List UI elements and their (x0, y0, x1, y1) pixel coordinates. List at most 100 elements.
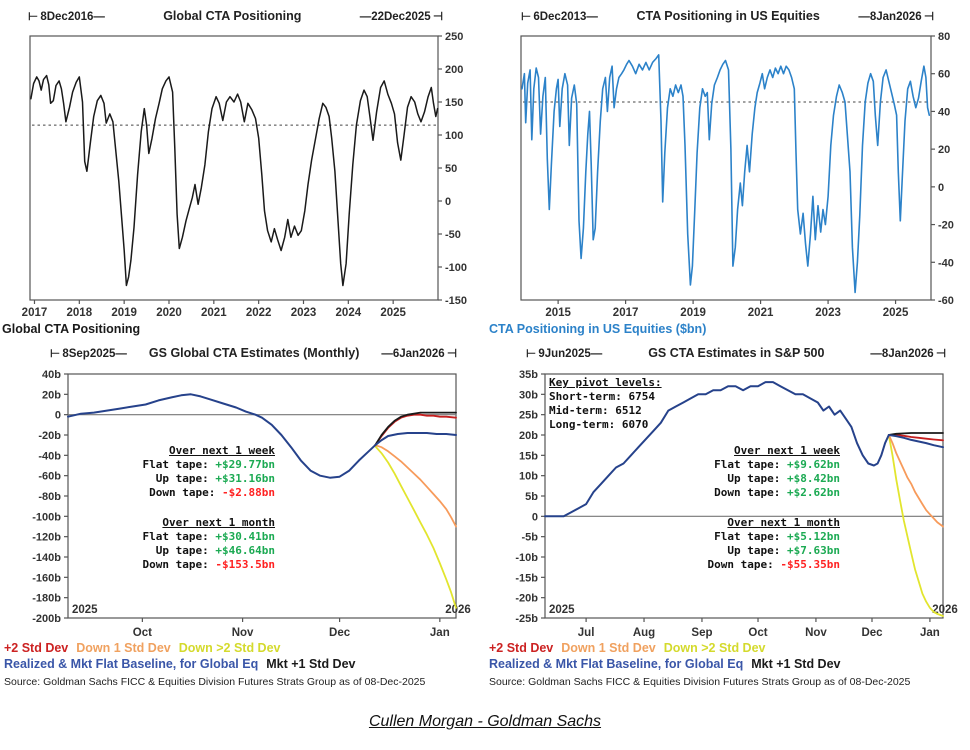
legend-item-realized-mkt-flat-baseline-for-global-eq: Realized & Mkt Flat Baseline, for Global… (489, 657, 744, 671)
info-label: Flat tape: (714, 458, 788, 471)
inner-year-right: 2026 (445, 604, 471, 616)
range-start-label: 8Dec2016 (28, 9, 105, 23)
y-tick-label: 100 (445, 130, 463, 142)
info-box-key-pivot-levels: Key pivot levels: Short-term: 6754 Mid-ter… (549, 376, 719, 432)
x-tick-label: 2015 (545, 307, 571, 319)
info-label: Down tape: (714, 486, 788, 499)
y-tick-label: -25b (515, 613, 538, 625)
info-label: Flat tape: (714, 530, 788, 543)
info-value: +$5.12bn (787, 530, 840, 543)
legend-item-down-1-std-dev: Down 1 Std Dev (76, 641, 171, 655)
info-box-over-next-1-month: Over next 1 month Flat tape: +$5.12bn Up t… (625, 516, 840, 572)
x-tick-label: 2019 (111, 307, 137, 319)
y-tick-label: -80b (38, 491, 61, 503)
info-box-line: Flat tape: +$5.12bn (625, 530, 840, 544)
series-down-2-std-dev (374, 445, 457, 609)
legend-row-2: Realized & Mkt Flat Baseline, for Global… (4, 656, 482, 672)
info-box-header: Key pivot levels: (549, 376, 662, 389)
range-end-label: 8Jan2026 (870, 346, 946, 360)
legend-item-mkt-1-std-dev: Mkt +1 Std Dev (751, 657, 841, 671)
x-tick-label: Nov (232, 627, 254, 639)
x-tick-label: Aug (633, 627, 655, 639)
legend-item--2-std-dev: +2 Std Dev (4, 641, 69, 655)
info-value: -$153.5bn (215, 558, 275, 571)
panel-gs-cta-estimates-sp500: 9Jun2025 GS CTA Estimates in S&P 500 8Ja… (485, 340, 970, 710)
info-box-line: Flat tape: +$30.41bn (60, 530, 275, 544)
info-label: Flat tape: (142, 530, 216, 543)
info-box-header: Over next 1 week (734, 444, 840, 457)
x-tick-label: Nov (805, 627, 827, 639)
x-tick-label: 2025 (380, 307, 406, 319)
chart-title: CTA Positioning in US Equities (636, 9, 820, 23)
y-tick-label: 40 (938, 106, 950, 118)
info-value: +$7.63bn (787, 544, 840, 557)
panel-gs-global-cta-estimates: 8Sep2025 GS Global CTA Estimates (Monthl… (0, 340, 485, 710)
y-tick-label: 60 (938, 69, 950, 81)
series-cta-positioning-in-us-equities-bn- (521, 54, 931, 294)
x-tick-label: 2018 (67, 307, 93, 319)
y-tick-label: 0 (938, 182, 944, 194)
y-tick-label: -5b (522, 532, 539, 544)
y-tick-label: 10b (519, 471, 538, 483)
info-box-line: Short-term: 6754 (549, 390, 655, 403)
series--2-std-dev (887, 434, 944, 442)
info-value: +$9.62bn (787, 458, 840, 471)
global-cta-positioning-chart: 250 200 150 100 50 0 -50 -100 -150 2017 2018 2019 20… (22, 31, 467, 319)
series-down-1-std-dev (374, 444, 457, 528)
x-tick-label: 2023 (815, 307, 841, 319)
info-value: -$55.35bn (780, 558, 840, 571)
y-tick-label: 80 (938, 31, 950, 43)
range-end-label: 8Jan2026 (858, 9, 934, 23)
info-label: Down tape: (707, 558, 781, 571)
credit-line: Cullen Morgan - Goldman Sachs (0, 713, 970, 731)
chart-header: 8Sep2025 GS Global CTA Estimates (Monthl… (0, 346, 485, 360)
y-tick-label: -60 (938, 295, 954, 307)
series-mkt-1-std-dev (374, 411, 457, 447)
chart-title: GS Global CTA Estimates (Monthly) (148, 346, 360, 360)
info-box-line: Flat tape: +$29.77bn (60, 458, 275, 472)
y-tick-label: 0 (532, 511, 538, 523)
info-box-line: Flat tape: +$9.62bn (625, 458, 840, 472)
x-tick-label: Jan (920, 627, 940, 639)
series-down-2-std-dev (887, 434, 944, 617)
x-tick-label: 2025 (883, 307, 909, 319)
range-end-label: 6Jan2026 (381, 346, 457, 360)
info-box-line: Up tape: +$7.63bn (625, 544, 840, 558)
info-label: Down tape: (149, 486, 223, 499)
info-value: +$46.64bn (215, 544, 275, 557)
info-box-over-next-1-week: Over next 1 week Flat tape: +$29.77bn Up t… (60, 444, 275, 500)
y-tick-label: 0 (55, 410, 61, 422)
info-box-over-next-1-month: Over next 1 month Flat tape: +$30.41bn Up … (60, 516, 275, 572)
info-box-over-next-1-week: Over next 1 week Flat tape: +$9.62bn Up ta… (625, 444, 840, 500)
x-tick-label: 2020 (156, 307, 182, 319)
y-tick-label: 30b (519, 389, 538, 401)
y-tick-label: 200 (445, 64, 463, 76)
y-tick-label: -100 (445, 262, 467, 274)
series-label: Global CTA Positioning (2, 322, 141, 336)
info-box-line: Up tape: +$8.42bn (625, 472, 840, 486)
x-tick-label: Sep (691, 627, 712, 639)
series-global-cta-positioning (30, 74, 439, 287)
panel-global-cta-positioning: 8Dec2016 Global CTA Positioning 22Dec202… (0, 0, 485, 340)
x-tick-label: 2017 (22, 307, 48, 319)
legend-row-1: +2 Std Dev Down 1 Std Dev Down >2 Std Dev (4, 640, 482, 656)
info-box-header: Over next 1 week (169, 444, 275, 457)
info-value: +$2.62bn (787, 486, 840, 499)
inner-year-right: 2026 (932, 604, 958, 616)
legend-item-down-1-std-dev: Down 1 Std Dev (561, 641, 656, 655)
info-label: Up tape: (155, 472, 216, 485)
legend-item-mkt-1-std-dev: Mkt +1 Std Dev (266, 657, 356, 671)
x-tick-label: Jan (430, 627, 450, 639)
x-tick-label: 2021 (201, 307, 227, 319)
y-tick-label: 5b (525, 491, 538, 503)
y-tick-label: -140b (32, 552, 61, 564)
plot-frame (520, 35, 932, 301)
range-start-label: 6Dec2013 (521, 9, 598, 23)
y-tick-label: -160b (32, 572, 61, 584)
range-end-label: 22Dec2025 (360, 9, 443, 23)
inner-year-left: 2025 (549, 604, 575, 616)
range-start-label: 8Sep2025 (50, 346, 127, 360)
info-box-line: Long-term: 6070 (549, 418, 649, 431)
legend: +2 Std Dev Down 1 Std Dev Down >2 Std Dev R… (4, 640, 482, 688)
y-tick-label: -60b (38, 471, 61, 483)
